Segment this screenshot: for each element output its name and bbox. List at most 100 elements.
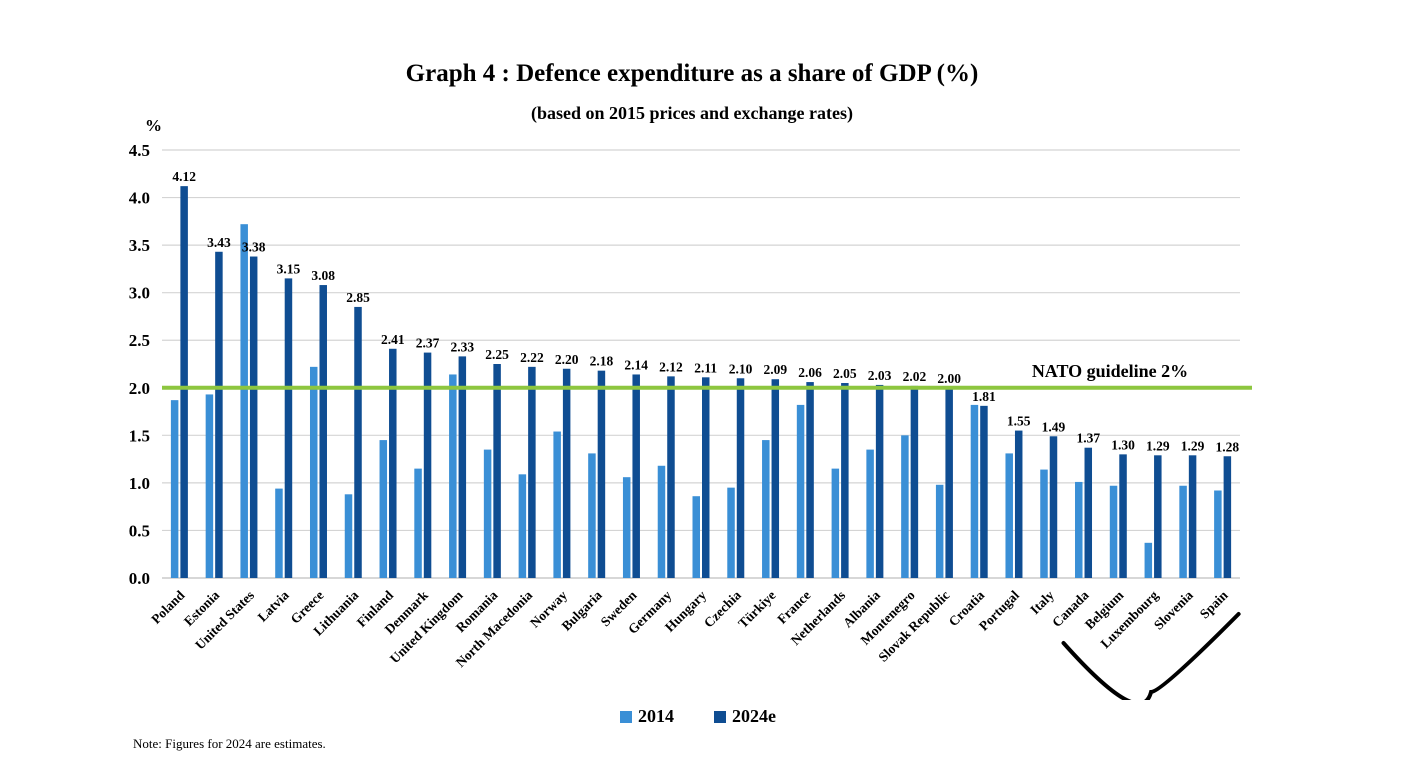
bar-2024e-united-states: [249, 256, 258, 578]
data-label: 2.22: [520, 350, 544, 365]
bar-2014-italy: [1040, 469, 1048, 578]
bar-2014-denmark: [414, 468, 422, 578]
bar-2024e-italy: [1049, 436, 1058, 578]
bar-2024e-belgium: [1119, 454, 1127, 578]
bar-2024e-north-macedonia: [528, 366, 536, 578]
x-tick-label: Latvia: [255, 587, 292, 624]
bar-2024e-united-kingdom: [458, 356, 467, 578]
bar-2024e-sweden: [632, 374, 640, 578]
legend-item-2024e: 2024e: [714, 706, 776, 727]
bar-2014-norway: [553, 431, 561, 578]
data-label: 2.41: [381, 332, 405, 347]
data-label: 1.29: [1181, 438, 1205, 453]
bar-2014-sweden: [622, 477, 631, 578]
y-tick-label: 0.5: [129, 521, 150, 540]
bar-2024e-latvia: [284, 278, 293, 578]
data-labels: 4.12 3.43 3.38 3.15 3.08 2.85 2.41 2.37 2.33 2.25…: [172, 169, 1239, 454]
legend: 2014 2024e: [620, 706, 776, 727]
legend-label-2024e: 2024e: [732, 706, 776, 726]
data-label: 3.38: [242, 240, 266, 255]
x-tick-label: Slovenia: [1151, 587, 1196, 632]
legend-label-2014: 2014: [638, 706, 674, 726]
bar-2024e-luxembourg: [1154, 455, 1162, 578]
bar-2024e-poland: [180, 186, 188, 579]
y-tick-label: 4.0: [129, 189, 150, 208]
y-tick-label: 4.5: [129, 141, 150, 160]
bar-2024e-denmark: [423, 352, 432, 578]
y-tick-label: 3.5: [129, 236, 150, 255]
bar-2024e-spain: [1223, 456, 1232, 578]
bar-2024e-portugal: [1014, 430, 1023, 578]
y-tick-label: 3.0: [129, 284, 150, 303]
bar-2014-hungary: [692, 496, 700, 578]
curved-underline-annotation: [1061, 612, 1241, 700]
bar-2024e-bulgaria: [597, 370, 606, 578]
bar-2024e-lithuania: [354, 306, 362, 578]
legend-item-2014: 2014: [620, 706, 674, 727]
data-label: 1.55: [1007, 414, 1031, 429]
data-label: 2.20: [555, 352, 579, 367]
bar-2014-north-macedonia: [518, 474, 527, 578]
x-tick-label: Poland: [148, 587, 188, 627]
bar-2014-spain: [1214, 490, 1222, 578]
bar-2024e-czechia: [736, 378, 745, 578]
bar-2014-latvia: [275, 488, 283, 578]
data-label: 2.85: [346, 290, 370, 305]
bar-2014-luxembourg: [1144, 542, 1153, 578]
data-label: 2.09: [763, 362, 787, 377]
bar-2014-greece: [309, 366, 318, 578]
bar-2024e-france: [806, 382, 814, 578]
bar-2014-t-rkiye: [762, 440, 770, 578]
bar-2014-finland: [379, 440, 388, 578]
y-tick-label: 1.0: [129, 474, 150, 493]
legend-swatch-2014: [620, 710, 632, 723]
bar-2024e-estonia: [215, 251, 223, 578]
bar-2014-montenegro: [901, 435, 909, 578]
bar-2014-bulgaria: [588, 453, 596, 578]
bar-2014-poland: [170, 400, 179, 578]
data-label: 2.33: [451, 339, 475, 354]
y-tick-label: 1.5: [129, 426, 150, 445]
bar-2014-slovak-republic: [935, 484, 944, 578]
bar-chart: 0.0 0.5 1.0 1.5 2.0 2.5 3.0 3.5 4.0 4.5 NATO guid…: [129, 141, 1252, 700]
data-label: 1.81: [972, 389, 996, 404]
data-label: 3.43: [207, 235, 231, 250]
bar-2014-romania: [483, 449, 492, 578]
data-label: 2.11: [694, 360, 717, 375]
bar-2024e-canada: [1084, 447, 1093, 578]
data-label: 2.06: [798, 365, 822, 380]
annotation-group: [1061, 612, 1241, 700]
bar-2014-lithuania: [344, 494, 353, 578]
chart-title: Graph 4 : Defence expenditure as a share…: [405, 60, 979, 87]
bar-2014-estonia: [205, 394, 214, 578]
y-axis-ticks: 0.0 0.5 1.0 1.5 2.0 2.5 3.0 3.5 4.0 4.5: [129, 141, 150, 588]
data-label: 2.02: [903, 369, 927, 384]
bar-2014-croatia: [970, 404, 979, 578]
data-label: 2.25: [485, 347, 509, 362]
y-tick-label: 2.0: [129, 379, 150, 398]
bar-2014-czechia: [727, 487, 735, 578]
footnote: Note: Figures for 2024 are estimates.: [133, 736, 326, 751]
data-label: 2.10: [729, 361, 753, 376]
bar-2024e-hungary: [702, 377, 710, 578]
data-label: 2.37: [416, 336, 440, 351]
data-label: 2.14: [624, 357, 648, 372]
bar-2014-portugal: [1005, 453, 1013, 578]
bar-2014-united-states: [240, 224, 248, 579]
chart-subtitle: (based on 2015 prices and exchange rates…: [531, 103, 853, 123]
data-label: 2.18: [590, 354, 614, 369]
data-label: 1.28: [1216, 439, 1240, 454]
data-label: 2.03: [868, 368, 892, 383]
data-label: 1.49: [1042, 419, 1066, 434]
x-tick-label: Türkiye: [735, 588, 778, 631]
y-tick-label: 0.0: [129, 569, 150, 588]
bar-2014-slovenia: [1179, 485, 1187, 578]
bar-2014-canada: [1075, 481, 1083, 578]
bar-2024e-albania: [875, 384, 884, 578]
data-label: 1.29: [1146, 438, 1170, 453]
y-axis-unit-label: %: [145, 116, 162, 135]
bar-2024e-croatia: [980, 405, 988, 578]
bar-2024e-slovak-republic: [945, 387, 953, 578]
bar-2014-germany: [657, 465, 666, 578]
data-label: 2.12: [659, 359, 683, 374]
